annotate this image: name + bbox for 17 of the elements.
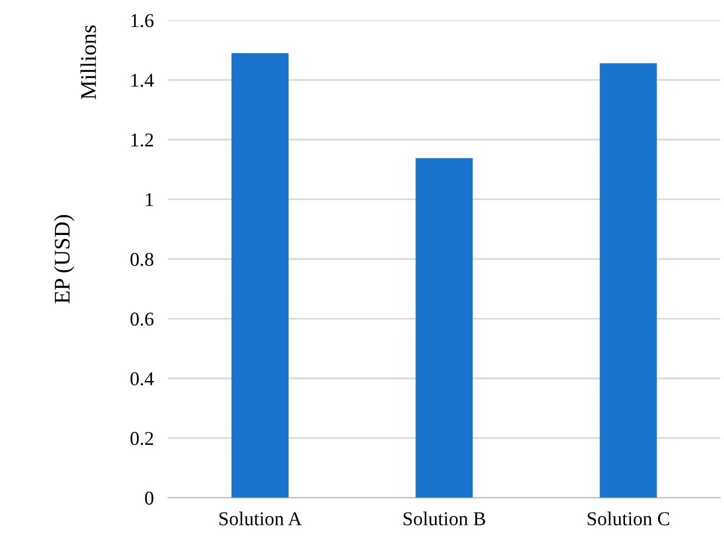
y-tick-label: 0.4 (130, 372, 154, 386)
y-tick-label: 0 (145, 492, 154, 505)
x-tick-label: Solution B (404, 512, 486, 526)
x-tick-label: Solution A (219, 512, 302, 526)
y-tick-label: 1 (146, 193, 153, 206)
text: Millions (80, 25, 96, 100)
y-tick-label: 1.2 (131, 133, 154, 147)
y-tick-label: 0.2 (130, 432, 154, 446)
x-tick-label: Solution C (588, 512, 670, 526)
bar (600, 63, 657, 498)
bar (231, 53, 289, 498)
y-tick-label: 1.4 (131, 74, 154, 87)
y-tick-label: 1.6 (131, 14, 154, 28)
y-tick-label: 0.8 (130, 252, 154, 266)
bar (416, 158, 473, 498)
y-axis-title: EP (USD) (54, 215, 74, 304)
y-tick-label: 0.6 (130, 312, 154, 326)
